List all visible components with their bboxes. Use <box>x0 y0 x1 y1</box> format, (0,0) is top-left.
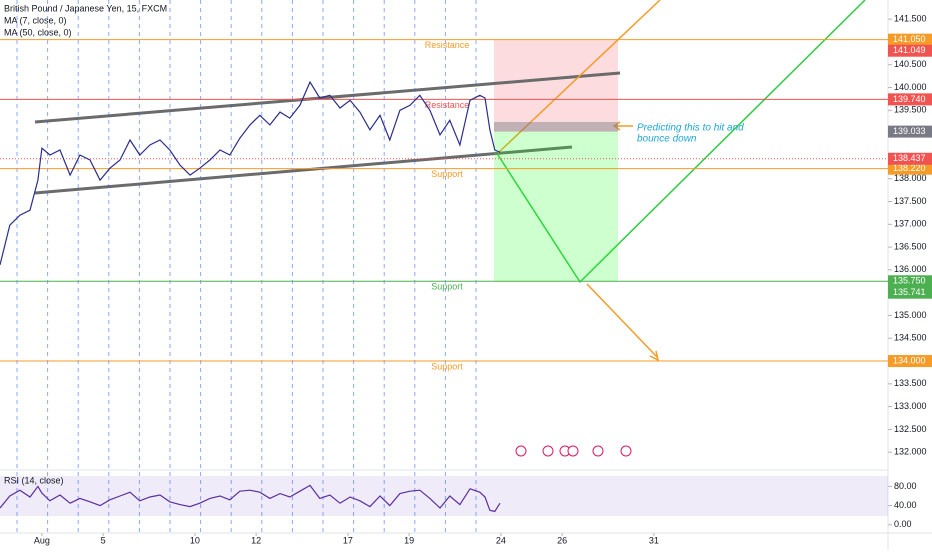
price-tag <box>888 355 932 368</box>
price-tag <box>888 93 932 106</box>
y-tick-label: 135.000 <box>894 310 927 320</box>
price-tag-label: 141.049 <box>893 45 926 55</box>
price-tag-label: 138.437 <box>893 153 926 163</box>
x-tick-label: 5 <box>101 535 106 545</box>
y-tick-label: 0.00 <box>894 519 912 529</box>
x-tick-label: 10 <box>190 535 200 545</box>
event-icon <box>542 445 554 457</box>
level-label: Resistance <box>425 40 470 50</box>
indicator-label: MA (7, close, 0) <box>4 15 67 25</box>
level-label: Support <box>431 169 463 179</box>
price-tag-label: 141.050 <box>893 34 926 44</box>
chart-title: British Pound / Japanese Yen, 15, FXCM <box>4 3 167 13</box>
annotation: bounce down <box>637 134 697 145</box>
price-line <box>0 484 501 513</box>
level-label: Resistance <box>425 100 470 110</box>
price-tag-label: 139.740 <box>893 94 926 104</box>
pointer-head <box>612 121 621 131</box>
y-tick-label: 133.000 <box>894 401 927 411</box>
y-tick-label: 80.00 <box>894 481 917 491</box>
price-tag-label: 134.000 <box>893 355 926 365</box>
event-icon <box>620 445 632 457</box>
price-tag <box>888 125 932 138</box>
indicator-label: RSI (14, close) <box>4 475 64 485</box>
rsi-band <box>0 476 888 516</box>
price-tag <box>888 162 932 175</box>
price-tag-label: 138.220 <box>893 163 926 173</box>
y-tick-label: 136.500 <box>894 241 927 251</box>
channel-bottom <box>34 145 573 195</box>
price-tag <box>888 275 932 288</box>
arrow-up-orange <box>497 0 661 154</box>
y-tick-label: 140.000 <box>894 82 927 92</box>
arrow-head <box>649 350 660 362</box>
price-tag <box>888 33 932 46</box>
y-tick-label: 137.000 <box>894 219 927 229</box>
annotation: Predicting this to hit and <box>637 123 744 134</box>
y-tick-label: 133.500 <box>894 378 927 388</box>
y-tick-label: 132.000 <box>894 447 927 457</box>
arrow-down-orange <box>586 283 659 359</box>
event-icon <box>567 445 579 457</box>
x-tick-label: Aug <box>34 535 50 545</box>
x-tick-label: 24 <box>496 535 506 545</box>
y-tick-label: 132.500 <box>894 424 927 434</box>
indicator-label: MA (50, close, 0) <box>4 27 72 37</box>
price-tag <box>888 152 932 165</box>
price-tag <box>888 44 932 57</box>
y-tick-label: 40.00 <box>894 500 917 510</box>
x-tick-label: 12 <box>251 535 261 545</box>
x-tick-label: 26 <box>557 535 567 545</box>
x-tick-label: 17 <box>343 535 353 545</box>
y-tick-label: 141.500 <box>894 14 927 24</box>
y-tick-label: 137.500 <box>894 196 927 206</box>
price-tag <box>888 286 932 299</box>
price-tag-label: 135.741 <box>893 287 926 297</box>
y-tick-label: 139.500 <box>894 105 927 115</box>
level-label: Support <box>431 361 463 371</box>
event-icons <box>515 445 632 457</box>
entry-zone <box>494 122 618 132</box>
target-zone <box>494 131 618 282</box>
x-tick-label: 19 <box>404 535 414 545</box>
y-tick-label: 134.500 <box>894 333 927 343</box>
arrow-green <box>497 0 866 284</box>
event-icon <box>515 445 527 457</box>
y-tick-label: 138.000 <box>894 173 927 183</box>
channel-top <box>34 71 621 124</box>
y-tick-label: 136.000 <box>894 264 927 274</box>
event-icon <box>592 445 604 457</box>
price-tag-label: 139.033 <box>893 126 926 136</box>
price-tag-label: 135.750 <box>893 276 926 286</box>
y-tick-label: 140.500 <box>894 59 927 69</box>
stop-zone <box>494 39 618 132</box>
level-label: Support <box>431 282 463 292</box>
x-tick-label: 31 <box>649 535 659 545</box>
price-line <box>0 80 501 266</box>
